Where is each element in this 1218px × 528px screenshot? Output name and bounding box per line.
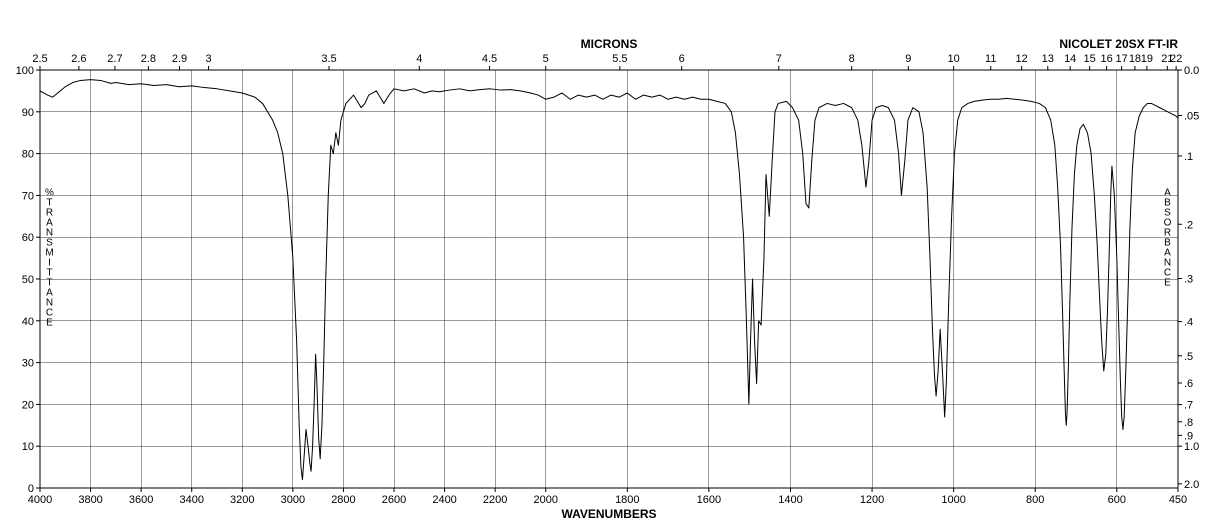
x-top-tick-label: 18 bbox=[1129, 53, 1141, 65]
chart-svg: 4000380036003400320030002800260024002200… bbox=[0, 0, 1218, 528]
y-right-tick-label: .5 bbox=[1184, 351, 1193, 363]
x-top-label: MICRONS bbox=[581, 37, 638, 51]
x-top-tick-label: 7 bbox=[776, 53, 782, 65]
y-right-tick-label: .4 bbox=[1184, 317, 1193, 329]
x-bottom-tick-label: 2200 bbox=[483, 494, 507, 506]
y-left-tick-label: 30 bbox=[22, 358, 34, 370]
y-left-tick-label: 100 bbox=[16, 65, 34, 77]
x-top-tick-label: 2.8 bbox=[141, 53, 156, 65]
x-bottom-tick-label: 3800 bbox=[78, 494, 102, 506]
x-top-tick-label: 22 bbox=[1170, 53, 1182, 65]
x-top-tick-label: 8 bbox=[849, 53, 855, 65]
y-right-tick-label: 0.0 bbox=[1184, 65, 1199, 77]
y-right-tick-label: .3 bbox=[1184, 274, 1193, 286]
x-top-tick-label: 5.5 bbox=[612, 53, 627, 65]
x-bottom-label: WAVENUMBERS bbox=[561, 507, 656, 521]
x-top-tick-label: 9 bbox=[905, 53, 911, 65]
x-bottom-tick-label: 2600 bbox=[382, 494, 406, 506]
y-right-tick-label: .1 bbox=[1184, 151, 1193, 163]
x-top-tick-label: 10 bbox=[948, 53, 960, 65]
y-right-tick-label: 2.0 bbox=[1184, 479, 1199, 491]
y-left-tick-label: 0 bbox=[28, 483, 34, 495]
x-top-tick-label: 4 bbox=[416, 53, 422, 65]
x-bottom-tick-label: 450 bbox=[1169, 494, 1187, 506]
x-top-tick-label: 17 bbox=[1115, 53, 1127, 65]
x-bottom-tick-label: 4000 bbox=[28, 494, 52, 506]
x-bottom-tick-label: 1600 bbox=[697, 494, 721, 506]
x-top-tick-label: 19 bbox=[1141, 53, 1153, 65]
x-top-tick-label: 5 bbox=[543, 53, 549, 65]
x-top-tick-label: 13 bbox=[1042, 53, 1054, 65]
x-bottom-tick-label: 1800 bbox=[615, 494, 639, 506]
x-top-tick-label: 3 bbox=[206, 53, 212, 65]
x-top-tick-label: 2.9 bbox=[172, 53, 187, 65]
x-top-tick-label: 2.5 bbox=[32, 53, 47, 65]
x-top-tick-label: 2.7 bbox=[107, 53, 122, 65]
x-bottom-tick-label: 3000 bbox=[281, 494, 305, 506]
x-bottom-tick-label: 600 bbox=[1108, 494, 1126, 506]
x-bottom-tick-label: 2400 bbox=[432, 494, 456, 506]
instrument-label: NICOLET 20SX FT-IR bbox=[1059, 37, 1178, 51]
y-right-tick-label: .05 bbox=[1184, 110, 1199, 122]
y-left-tick-label: 80 bbox=[22, 149, 34, 161]
x-top-tick-label: 3.5 bbox=[321, 53, 336, 65]
x-top-tick-label: 16 bbox=[1100, 53, 1112, 65]
x-top-tick-label: 4.5 bbox=[482, 53, 497, 65]
x-top-tick-label: 6 bbox=[679, 53, 685, 65]
y-right-tick-label: .6 bbox=[1184, 378, 1193, 390]
y-left-tick-label: 40 bbox=[22, 316, 34, 328]
x-bottom-tick-label: 2800 bbox=[331, 494, 355, 506]
ir-spectrum-chart: 4000380036003400320030002800260024002200… bbox=[0, 0, 1218, 528]
y-right-label-char: E bbox=[1164, 277, 1172, 288]
x-bottom-tick-label: 2000 bbox=[533, 494, 557, 506]
x-top-tick-label: 15 bbox=[1083, 53, 1095, 65]
x-top-tick-label: 12 bbox=[1016, 53, 1028, 65]
y-left-tick-label: 70 bbox=[22, 190, 34, 202]
x-bottom-tick-label: 1200 bbox=[860, 494, 884, 506]
y-right-tick-label: .7 bbox=[1184, 400, 1193, 412]
x-top-tick-label: 11 bbox=[985, 53, 996, 65]
y-right-tick-label: .2 bbox=[1184, 219, 1193, 231]
y-left-tick-label: 50 bbox=[22, 274, 34, 286]
y-left-tick-label: 10 bbox=[22, 441, 34, 453]
x-bottom-tick-label: 1000 bbox=[941, 494, 965, 506]
x-top-tick-label: 2.6 bbox=[71, 53, 86, 65]
y-left-tick-label: 60 bbox=[22, 232, 34, 244]
x-bottom-tick-label: 800 bbox=[1026, 494, 1044, 506]
y-left-tick-label: 90 bbox=[22, 107, 34, 119]
y-left-label-char: E bbox=[46, 317, 54, 328]
y-right-tick-label: 1.0 bbox=[1184, 441, 1199, 453]
x-bottom-tick-label: 3200 bbox=[230, 494, 254, 506]
x-bottom-tick-label: 1400 bbox=[778, 494, 802, 506]
x-bottom-tick-label: 3600 bbox=[129, 494, 153, 506]
y-right-tick-label: .8 bbox=[1184, 417, 1193, 429]
x-top-tick-label: 14 bbox=[1064, 53, 1076, 65]
x-bottom-tick-label: 3400 bbox=[179, 494, 203, 506]
y-left-tick-label: 20 bbox=[22, 399, 34, 411]
